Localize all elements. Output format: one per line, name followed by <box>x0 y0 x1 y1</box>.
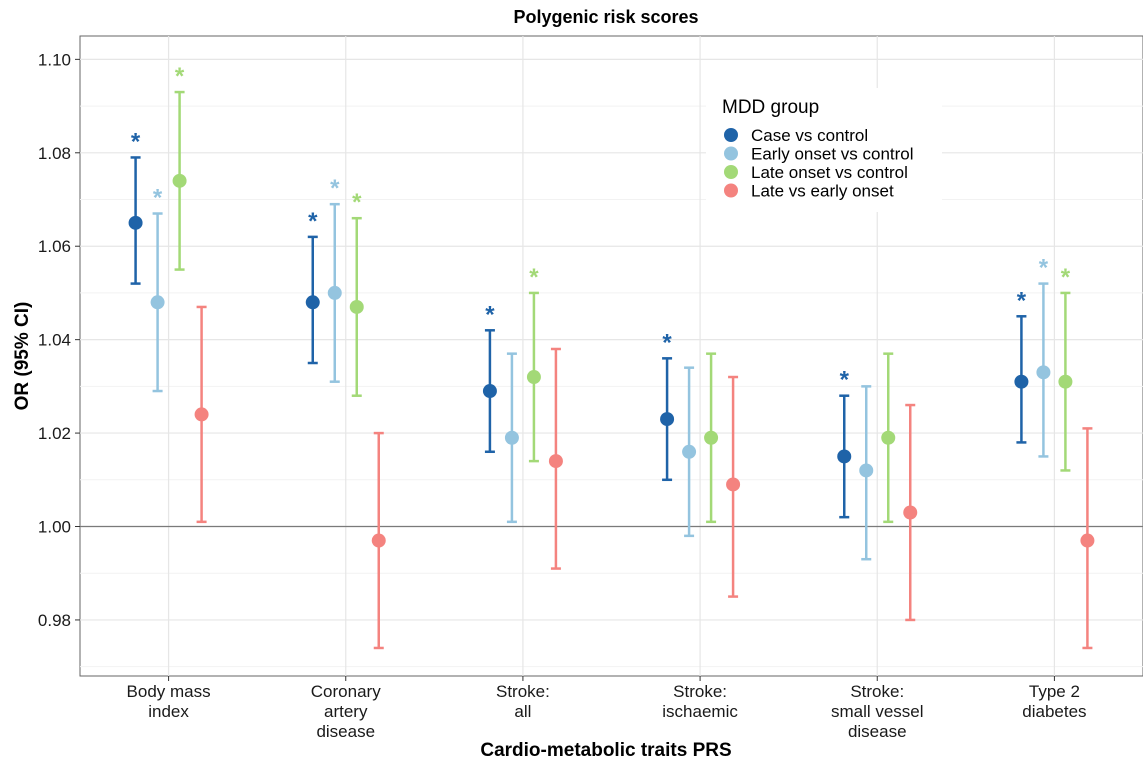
y-tick-label: 1.08 <box>38 144 71 163</box>
significance-star: * <box>153 185 163 212</box>
significance-star: * <box>1017 287 1027 314</box>
y-tick-label: 1.06 <box>38 237 71 256</box>
data-point <box>128 215 143 230</box>
data-point <box>327 285 342 300</box>
x-tick-label: Stroke: all <box>496 682 550 721</box>
data-point <box>682 444 697 459</box>
legend-label: Late vs early onset <box>751 182 894 201</box>
data-point <box>150 295 165 310</box>
legend-label: Case vs control <box>751 126 868 145</box>
series-2: * * * <box>150 175 1051 561</box>
legend-marker <box>724 128 738 142</box>
series-3: * * * * <box>172 63 1073 524</box>
data-point <box>349 299 364 314</box>
significance-star: * <box>352 189 362 216</box>
data-point <box>1014 374 1029 389</box>
significance-star: * <box>485 301 495 328</box>
data-point <box>305 295 320 310</box>
significance-star: * <box>1039 255 1049 282</box>
y-tick-label: 0.98 <box>38 611 71 630</box>
data-point <box>526 370 541 385</box>
significance-star: * <box>662 329 672 356</box>
y-tick-label: 1.00 <box>38 518 71 537</box>
data-point <box>371 533 386 548</box>
plot-panel <box>79 35 1143 677</box>
data-point <box>726 477 741 492</box>
legend-background <box>706 88 942 212</box>
x-tick-label: Stroke: small vessel disease <box>831 682 924 741</box>
significance-star: * <box>308 208 318 235</box>
legend-marker <box>724 165 738 179</box>
data-point <box>903 505 918 520</box>
x-tick-label: Type 2 diabetes <box>1022 682 1086 721</box>
series-4 <box>194 305 1095 650</box>
chart-title: Polygenic risk scores <box>513 7 698 27</box>
significance-star: * <box>131 128 141 155</box>
y-tick-label: 1.02 <box>38 424 71 443</box>
data-point <box>704 430 719 445</box>
legend-marker <box>724 183 738 198</box>
data-point <box>660 412 675 427</box>
data-point <box>881 430 896 445</box>
data-point <box>837 449 852 464</box>
grid <box>80 36 1143 676</box>
significance-star: * <box>175 63 185 90</box>
legend-title: MDD group <box>722 97 819 118</box>
legend-marker <box>724 146 738 161</box>
significance-star: * <box>840 367 850 394</box>
data-point <box>1080 533 1095 548</box>
data-point <box>548 454 563 469</box>
legend-label: Early onset vs control <box>751 145 914 164</box>
significance-star: * <box>330 175 340 202</box>
significance-star: * <box>529 264 539 291</box>
data-point <box>482 384 497 399</box>
data-point <box>504 430 519 445</box>
y-axis-title: OR (95% CI) <box>12 302 33 411</box>
data-point <box>1058 374 1073 389</box>
y-axis: 0.98 1.00 1.02 1.04 1.06 1.08 1.10 <box>38 50 80 630</box>
x-tick-label: Coronary artery disease <box>311 682 381 741</box>
x-axis-title: Cardio-metabolic traits PRS <box>480 740 731 761</box>
chart-marks: * * * * * * * * * * * * * <box>128 63 1095 650</box>
significance-star: * <box>1061 264 1071 291</box>
series-1: * * * * * * <box>128 128 1029 519</box>
x-tick-label: Stroke: ischaemic <box>662 682 738 721</box>
data-point <box>1036 365 1051 380</box>
data-point <box>194 407 209 422</box>
legend-label: Late onset vs control <box>751 163 908 182</box>
y-tick-label: 1.10 <box>38 50 71 69</box>
data-point <box>859 463 874 478</box>
y-tick-label: 1.04 <box>38 331 71 350</box>
data-point <box>172 173 187 188</box>
x-tick-label: Body mass index <box>127 682 211 721</box>
x-axis: Body mass index Coronary artery disease Strok… <box>127 676 1087 741</box>
